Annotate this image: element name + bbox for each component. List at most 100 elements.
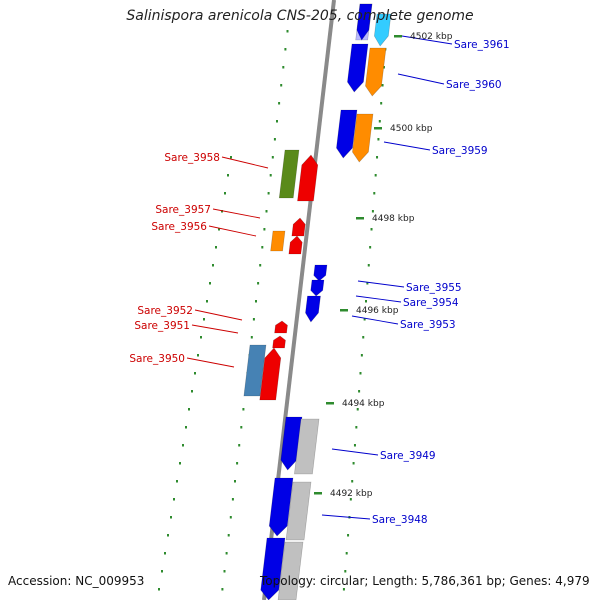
guide-dot xyxy=(218,228,220,231)
gene-arrow xyxy=(365,47,387,97)
guide-dot xyxy=(167,534,169,537)
guide-dot xyxy=(188,408,190,411)
guide-dot xyxy=(351,480,354,483)
gene-arrow xyxy=(294,418,320,475)
guide-dot xyxy=(227,534,230,537)
guide-dot xyxy=(276,120,278,123)
guide-dot xyxy=(347,534,350,537)
leader-line xyxy=(186,357,235,368)
guide-dot xyxy=(212,264,214,267)
guide-dot xyxy=(261,246,264,249)
gene-arrow xyxy=(259,347,282,401)
guide-dots xyxy=(158,30,388,591)
leader-line xyxy=(321,514,371,520)
leader-line xyxy=(357,280,405,288)
guide-dot xyxy=(273,138,276,141)
gene-arrow xyxy=(278,149,300,199)
guide-dot xyxy=(374,174,377,177)
guide-dot xyxy=(382,66,385,69)
guide-dot xyxy=(342,588,345,591)
gene-glyphs xyxy=(243,3,392,601)
guide-dot xyxy=(224,192,226,195)
gene-arrow xyxy=(268,477,294,537)
guide-dot xyxy=(286,30,289,33)
gene-label-reverse[interactable]: Sare_3957 xyxy=(155,204,211,216)
guide-dot xyxy=(215,246,217,249)
guide-dot xyxy=(377,138,380,141)
gene-arrow xyxy=(336,109,358,159)
topology-text: Topology: circular; Length: 5,786,361 bp… xyxy=(260,574,590,588)
guide-dot xyxy=(252,318,255,321)
gene-label-reverse[interactable]: Sare_3956 xyxy=(151,221,207,233)
guide-dot xyxy=(173,498,175,501)
guide-dot xyxy=(265,210,268,213)
gene-arrow xyxy=(274,320,288,334)
guide-dot xyxy=(203,318,205,321)
scale-label: 4496 kbp xyxy=(356,306,399,316)
scale-tick xyxy=(394,35,402,38)
gene-arrow xyxy=(352,113,374,163)
guide-dot xyxy=(267,192,270,195)
guide-dot xyxy=(263,228,266,231)
gene-arrow xyxy=(310,279,325,297)
guide-dot xyxy=(185,426,187,429)
leader-line xyxy=(383,141,431,151)
gene-arrow xyxy=(347,43,369,93)
scale-tick xyxy=(314,492,322,495)
guide-dot xyxy=(345,552,348,555)
gene-label-reverse[interactable]: Sare_3951 xyxy=(134,320,190,332)
guide-dot xyxy=(280,84,283,87)
gene-arrow xyxy=(305,295,321,323)
guide-dot xyxy=(349,498,352,501)
guide-dot xyxy=(221,210,223,213)
gene-arrow xyxy=(356,3,373,41)
gene-label-forward[interactable]: Sare_3954 xyxy=(403,297,459,309)
leader-line xyxy=(208,225,257,237)
guide-dot xyxy=(271,156,274,159)
gene-arrow xyxy=(313,264,328,282)
gene-label-forward[interactable]: Sare_3961 xyxy=(454,39,510,51)
guide-dot xyxy=(206,300,208,303)
gene-label-reverse[interactable]: Sare_3958 xyxy=(164,152,220,164)
gene-label-reverse[interactable]: Sare_3950 xyxy=(129,353,185,365)
guide-dot xyxy=(356,408,359,411)
guide-dot xyxy=(359,372,362,375)
gene-labels: Sare_3961 Sare_3960 Sare_3959 Sare_3955 Sare… xyxy=(129,39,509,526)
guide-dot xyxy=(234,480,236,483)
guide-dot xyxy=(358,390,361,393)
guide-dot xyxy=(200,336,202,339)
scale-label: 4502 kbp xyxy=(410,32,453,42)
leader-line xyxy=(191,324,239,334)
guide-dot xyxy=(161,570,163,573)
guide-dot xyxy=(284,48,287,51)
label-leaders xyxy=(186,35,453,520)
gene-label-forward[interactable]: Sare_3955 xyxy=(406,282,462,294)
scale-tick xyxy=(374,127,382,130)
gene-label-forward[interactable]: Sare_3953 xyxy=(400,319,456,331)
guide-dot xyxy=(353,444,356,447)
gene-label-forward[interactable]: Sare_3949 xyxy=(380,450,436,462)
guide-dot xyxy=(179,462,181,465)
guide-dot xyxy=(381,84,384,87)
gene-label-forward[interactable]: Sare_3960 xyxy=(446,79,502,91)
gene-label-forward[interactable]: Sare_3959 xyxy=(432,145,488,157)
guide-dot xyxy=(369,246,372,249)
gene-label-forward[interactable]: Sare_3948 xyxy=(372,514,428,526)
leader-line xyxy=(397,73,445,85)
guide-dot xyxy=(225,552,228,555)
gene-arrow xyxy=(272,335,286,349)
scale-tick xyxy=(340,309,348,312)
guide-dot xyxy=(170,516,172,519)
scale-label: 4494 kbp xyxy=(342,399,385,409)
leader-line xyxy=(355,295,402,303)
guide-dot xyxy=(229,516,232,519)
gene-label-reverse[interactable]: Sare_3952 xyxy=(137,305,193,317)
guide-dot xyxy=(282,66,285,69)
guide-dot xyxy=(158,588,160,591)
gene-arrow xyxy=(297,154,319,202)
scale-label: 4498 kbp xyxy=(372,214,415,224)
guide-dot xyxy=(371,210,374,213)
guide-dot xyxy=(352,462,355,465)
guide-dot xyxy=(255,300,257,303)
guide-dot xyxy=(197,354,199,357)
